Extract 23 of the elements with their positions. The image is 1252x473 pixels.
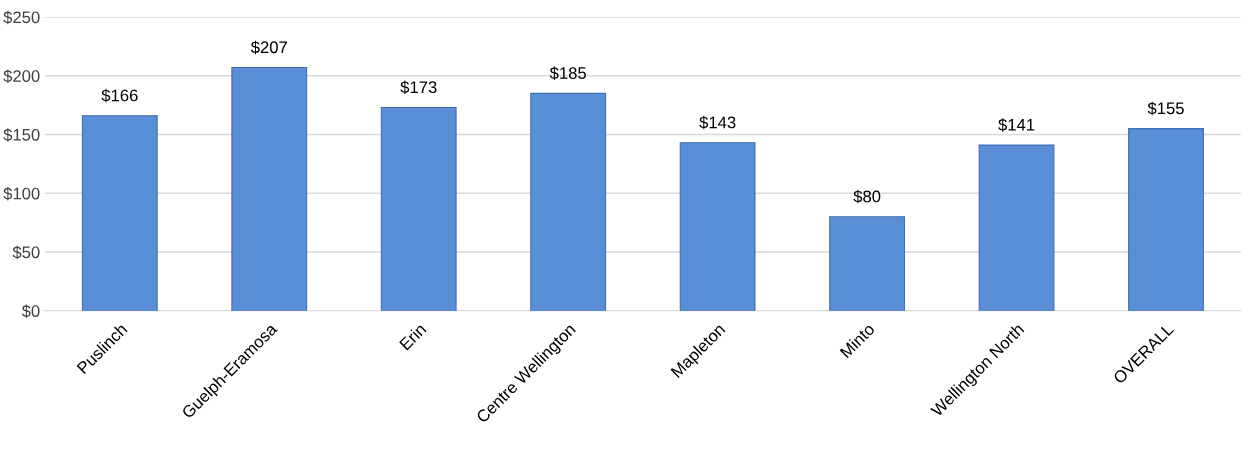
data-label: $141 (998, 118, 1035, 132)
bar (978, 144, 1055, 311)
bar (380, 106, 457, 311)
bar (1128, 128, 1204, 311)
bar (81, 115, 158, 311)
data-label: $207 (250, 40, 287, 55)
data-label: $185 (549, 66, 587, 80)
bar (530, 92, 607, 311)
y-tick-label: $250 (3, 10, 40, 25)
y-tick-label: $150 (3, 128, 40, 142)
x-tick-label: Erin (398, 322, 427, 351)
y-tick-label: $50 (12, 245, 40, 260)
bar (231, 66, 308, 311)
bar (679, 142, 756, 311)
data-label: $173 (400, 80, 437, 95)
data-label: $166 (101, 88, 138, 103)
y-tick-label: $200 (3, 69, 40, 83)
bar (829, 216, 906, 311)
data-label: $143 (699, 115, 736, 130)
data-label: $155 (1147, 101, 1184, 116)
y-tick-label: $0 (21, 304, 40, 318)
y-tick-label: $100 (3, 186, 40, 201)
data-label: $80 (853, 189, 881, 204)
